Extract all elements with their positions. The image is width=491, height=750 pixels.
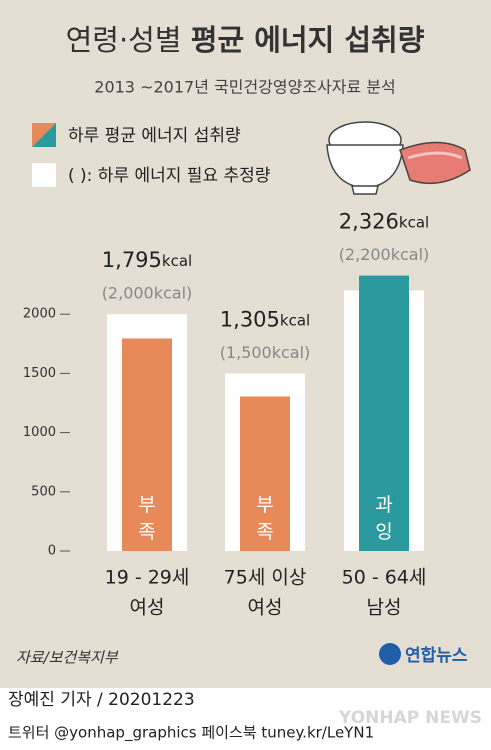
legend-label: 하루 평균 에너지 섭취량 <box>68 126 241 146</box>
status-char: 족 <box>138 521 155 543</box>
subtitle: 2013 ~2017년 국민건강영양조사자료 분석 <box>94 78 395 97</box>
status-char: 부 <box>256 494 273 516</box>
status-char: 과 <box>375 494 392 516</box>
value-unit: kcal <box>162 252 192 270</box>
y-tick-label: 1500 <box>23 366 56 381</box>
intake-bar <box>359 275 409 551</box>
legend-label: ( ): 하루 에너지 필요 추정량 <box>68 166 271 186</box>
status-char: 부 <box>138 494 155 516</box>
x-tick-label: 50 - 64세 <box>342 567 427 589</box>
legend-swatch <box>32 163 56 187</box>
value-label: 1,305kcal <box>220 307 310 331</box>
intake-bar <box>240 396 290 551</box>
y-tick-label: 0 <box>48 544 56 559</box>
links: 트위터 @yonhap_graphics 페이스북 tuney.kr/LeYN1 <box>8 724 374 743</box>
intake-bar <box>122 338 172 551</box>
value-number: 2,326 <box>339 210 399 234</box>
y-tick-label: 1000 <box>23 425 56 440</box>
logo: 연합뉴스 <box>405 645 468 666</box>
value-number: 1,305 <box>220 307 280 331</box>
requirement-label: (2,000kcal) <box>102 284 193 303</box>
status-char: 족 <box>256 521 273 543</box>
y-tick-label: 500 <box>31 484 56 499</box>
legend-swatch <box>32 123 56 147</box>
x-tick-label: 여성 <box>130 597 165 619</box>
byline: 장예진 기자 / 20201223 <box>8 690 195 710</box>
requirement-label: (2,200kcal) <box>339 245 430 264</box>
value-number: 1,795 <box>102 248 162 272</box>
x-tick-label: 여성 <box>248 597 283 619</box>
logo-icon <box>379 643 401 665</box>
food-illustration <box>326 121 471 195</box>
watermark: YONHAP NEWS <box>338 708 482 728</box>
title-regular: 연령·성별 <box>66 23 182 57</box>
value-label: 1,795kcal <box>102 248 192 272</box>
requirement-label: (1,500kcal) <box>220 343 311 362</box>
chart-title: 연령·성별 평균 에너지 섭취량 <box>66 23 425 57</box>
footer-background <box>0 688 491 750</box>
value-unit: kcal <box>280 311 310 329</box>
y-tick-label: 2000 <box>23 307 56 322</box>
x-tick-label: 75세 이상 <box>224 567 307 589</box>
status-char: 잉 <box>375 521 392 543</box>
value-unit: kcal <box>399 213 429 231</box>
x-tick-label: 남성 <box>367 597 402 619</box>
value-label: 2,326kcal <box>339 210 429 234</box>
x-tick-label: 19 - 29세 <box>105 567 190 589</box>
title-bold: 평균 에너지 섭취량 <box>191 23 425 57</box>
source: 자료/보건복지부 <box>16 649 119 667</box>
